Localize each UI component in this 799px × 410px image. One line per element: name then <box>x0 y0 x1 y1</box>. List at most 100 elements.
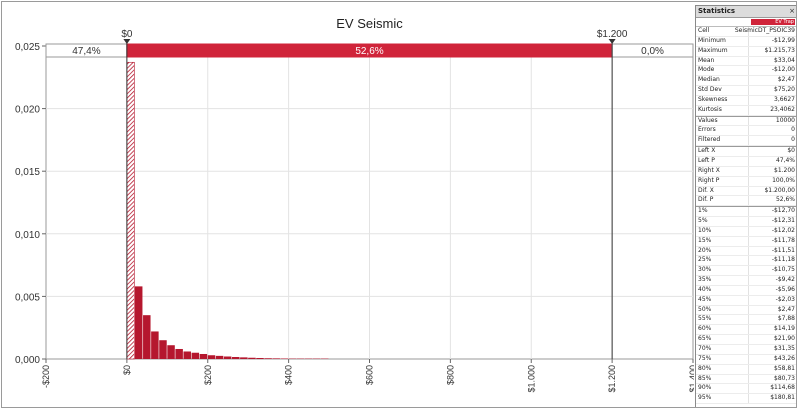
stat-divider <box>748 384 749 394</box>
stat-row: Right X $1.200 <box>696 166 796 177</box>
stat-row: Left X $0 <box>696 146 796 157</box>
histogram-bar <box>232 356 240 359</box>
histogram-bar <box>223 356 232 359</box>
stat-label: Std Dev <box>698 86 722 94</box>
stat-label: 85% <box>698 374 712 382</box>
stat-value: -$12,70 <box>771 207 795 215</box>
histogram-bar <box>280 358 289 359</box>
stat-value: $14,19 <box>774 325 795 333</box>
x-tick-label: $400 <box>284 365 294 385</box>
left-delimiter-value: $0 <box>121 29 133 40</box>
stat-divider <box>748 226 749 236</box>
y-tick-label: 0,005 <box>15 292 40 303</box>
x-tick-label: $600 <box>365 365 375 385</box>
stat-divider <box>748 246 749 256</box>
stat-label: Kurtosis <box>698 105 722 113</box>
right-delimiter-marker <box>608 39 616 44</box>
stat-label: 60% <box>698 325 712 333</box>
stat-value: SeismicDT_PSOIC39 <box>734 27 795 34</box>
stat-label: Skewness <box>698 95 728 103</box>
stat-divider <box>748 147 749 156</box>
stat-value: 0 <box>791 136 795 144</box>
stat-value: $2,47 <box>777 76 795 84</box>
histogram-bar <box>183 351 191 359</box>
stat-label: Mean <box>698 56 715 64</box>
stat-value: $1.200,00 <box>764 186 795 194</box>
stat-label: Dif. P <box>698 196 714 204</box>
stat-row: 15% -$11,78 <box>696 236 796 247</box>
stat-value: -$11,18 <box>771 256 795 264</box>
stat-row: Mean $33,04 <box>696 56 796 67</box>
stat-value: -$11,51 <box>771 246 795 254</box>
stat-divider <box>748 394 749 404</box>
stat-label: Minimum <box>698 36 726 44</box>
stat-divider <box>748 295 749 305</box>
stat-row: Median $2,47 <box>696 76 796 87</box>
statistics-panel: Statistics × EV Trap Cell SeismicDT_PSOIC… <box>695 5 796 407</box>
stat-row: 50% $2,47 <box>696 305 796 316</box>
stat-value: 47,4% <box>775 156 795 164</box>
stat-label: 75% <box>698 354 712 362</box>
stat-row: Kurtosis 23,4062 <box>696 105 796 116</box>
stat-label: Cell <box>698 27 710 34</box>
y-tick-label: 0,020 <box>15 105 40 116</box>
stat-divider <box>748 186 749 196</box>
stat-divider <box>748 116 749 126</box>
stat-row: 30% -$10,75 <box>696 266 796 277</box>
stat-value: -$9,42 <box>775 276 795 284</box>
stat-row: Cell SeismicDT_PSOIC39 <box>696 27 796 37</box>
stat-label: Values <box>698 116 718 124</box>
stat-divider <box>748 266 749 276</box>
stat-divider <box>748 95 749 105</box>
stat-divider <box>748 325 749 335</box>
stat-value: -$2,03 <box>775 295 795 303</box>
stat-label: 50% <box>698 305 712 313</box>
stat-value: $31,35 <box>774 345 795 352</box>
stat-divider <box>748 36 749 46</box>
stat-row: 90% $114,68 <box>696 384 796 395</box>
stat-divider <box>748 374 749 384</box>
stat-row: Errors 0 <box>696 126 796 137</box>
histogram-bar <box>167 345 175 359</box>
histogram-bar <box>126 61 135 360</box>
stat-value: $2,47 <box>777 305 795 313</box>
stat-divider <box>748 156 749 166</box>
stat-row: Skewness 3,6627 <box>696 95 796 106</box>
stat-value: $7,88 <box>777 315 795 323</box>
stat-label: 30% <box>698 266 712 274</box>
right-delimiter-value: $1.200 <box>597 29 628 40</box>
stat-divider <box>748 276 749 285</box>
stat-divider <box>748 256 749 266</box>
stat-value: 10000 <box>775 116 795 124</box>
stat-value: 23,4062 <box>770 105 795 113</box>
stat-label: 65% <box>698 335 712 343</box>
stat-row: 60% $14,19 <box>696 325 796 336</box>
stat-row: 80% $58,81 <box>696 364 796 375</box>
stat-row: Dif. P 52,6% <box>696 196 796 207</box>
stat-divider <box>748 105 749 115</box>
statistics-column-header: EV Trap <box>696 18 796 27</box>
stat-label: 45% <box>698 295 712 303</box>
left-probability-label: 47,4% <box>72 46 100 57</box>
y-tick-label: 0,015 <box>15 167 40 178</box>
stat-value: -$11,78 <box>771 236 795 244</box>
y-tick-label: 0,010 <box>15 230 40 241</box>
stat-divider <box>748 345 749 354</box>
stat-divider <box>748 86 749 95</box>
stat-divider <box>748 76 749 86</box>
histogram-bar <box>151 331 159 359</box>
right-probability-label: 0,0% <box>641 46 664 57</box>
stat-value: $0 <box>787 147 795 155</box>
stat-label: Median <box>698 76 720 84</box>
x-tick-label: -$200 <box>41 365 51 388</box>
histogram-bar <box>256 357 264 359</box>
close-icon[interactable]: × <box>789 7 795 15</box>
stat-label: Mode <box>698 66 715 74</box>
statistics-title: Statistics <box>698 7 736 15</box>
series-swatch: EV Trap <box>751 19 795 25</box>
stat-label: 10% <box>698 226 712 234</box>
histogram-bar <box>248 357 256 359</box>
stat-label: 5% <box>698 217 708 225</box>
stat-divider <box>748 166 749 176</box>
stat-row: 95% $180,81 <box>696 394 796 405</box>
